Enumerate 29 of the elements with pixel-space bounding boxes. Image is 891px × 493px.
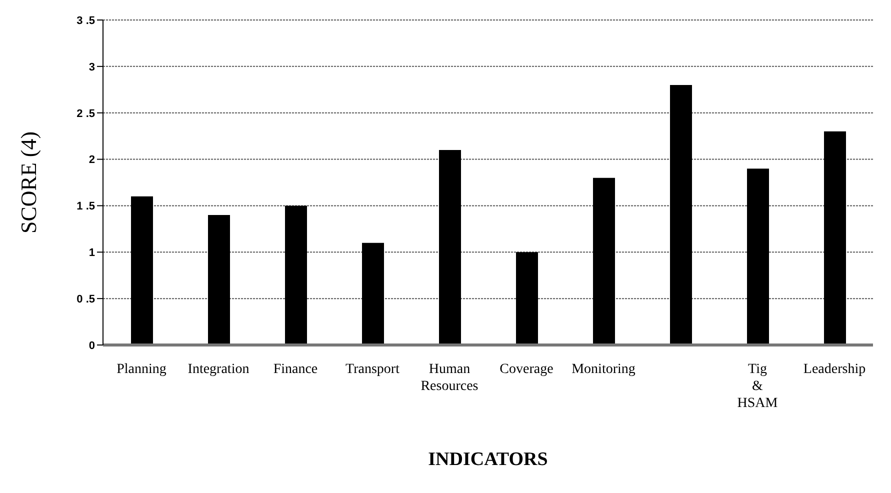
bar xyxy=(131,196,153,345)
bar xyxy=(593,178,615,345)
y-tick-label: 2 .5 xyxy=(76,108,95,120)
bar xyxy=(285,206,307,345)
bar xyxy=(747,168,769,345)
x-tick-label: Planning xyxy=(116,362,166,377)
y-tick-label: 2 xyxy=(88,154,95,166)
x-tick-label: Integration xyxy=(188,362,250,377)
x-axis-title: INDICATORS xyxy=(428,449,548,470)
y-tick-label: 0 xyxy=(88,340,95,352)
y-tick-label: 0 .5 xyxy=(76,293,95,306)
x-tick-label: Leadership xyxy=(803,362,866,377)
bar xyxy=(439,150,461,345)
y-tick-label: 3 .5 xyxy=(76,14,95,27)
x-tick-label: Transport xyxy=(346,362,400,377)
x-tick-label: Monitoring xyxy=(572,362,636,377)
bar xyxy=(516,252,538,345)
x-tick-label: Human Resources xyxy=(420,362,478,394)
x-tick-label: Tig & HSAM xyxy=(737,362,778,411)
bar xyxy=(824,131,846,345)
x-tick-label: Finance xyxy=(273,362,318,377)
y-tick-label: 3 xyxy=(88,61,95,74)
y-axis-title: SCORE (4) xyxy=(16,131,41,234)
bar xyxy=(208,215,230,345)
bar xyxy=(670,85,692,345)
x-tick-label: Coverage xyxy=(500,362,554,377)
y-tick-label: 1 .5 xyxy=(76,200,95,213)
y-tick-label: 1 xyxy=(88,247,95,260)
bar xyxy=(362,242,384,345)
